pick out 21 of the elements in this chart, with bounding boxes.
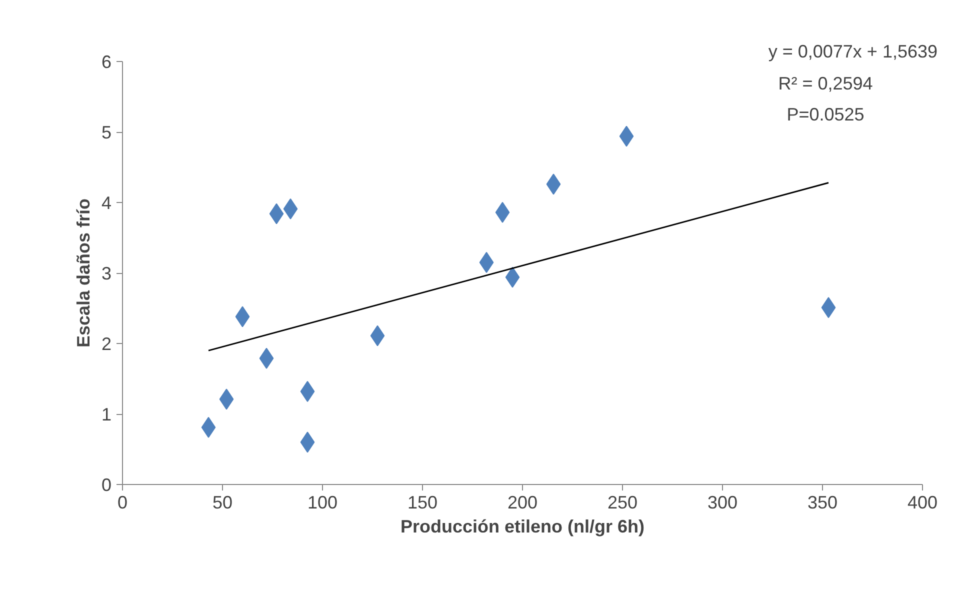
- y-tick-label: 6: [101, 52, 112, 72]
- x-tick-label: 350: [807, 492, 838, 512]
- annotation: P=0.0525: [786, 104, 864, 124]
- x-tick-label: 300: [707, 492, 738, 512]
- x-axis-title: Producción etileno (nl/gr 6h): [400, 516, 645, 536]
- y-tick-label: 0: [101, 475, 112, 495]
- x-tick-label: 200: [507, 492, 538, 512]
- y-tick-label: 3: [101, 264, 112, 284]
- y-tick-label: 4: [101, 193, 112, 213]
- x-tick-label: 0: [117, 492, 128, 512]
- y-axis-title: Escala daños frío: [73, 198, 94, 348]
- text: y = 0,0077x + 1,5639: [768, 42, 938, 62]
- y-tick-label: 2: [101, 334, 112, 354]
- x-tick-label: 250: [607, 492, 638, 512]
- x-tick-label: 100: [307, 492, 338, 512]
- x-tick-label: 400: [907, 492, 938, 512]
- annotation: R² = 0,2594: [778, 74, 873, 94]
- y-tick-label: 1: [101, 404, 112, 424]
- x-tick-label: 150: [407, 492, 438, 512]
- x-tick-label: 50: [212, 492, 233, 512]
- y-tick-label: 5: [101, 122, 112, 142]
